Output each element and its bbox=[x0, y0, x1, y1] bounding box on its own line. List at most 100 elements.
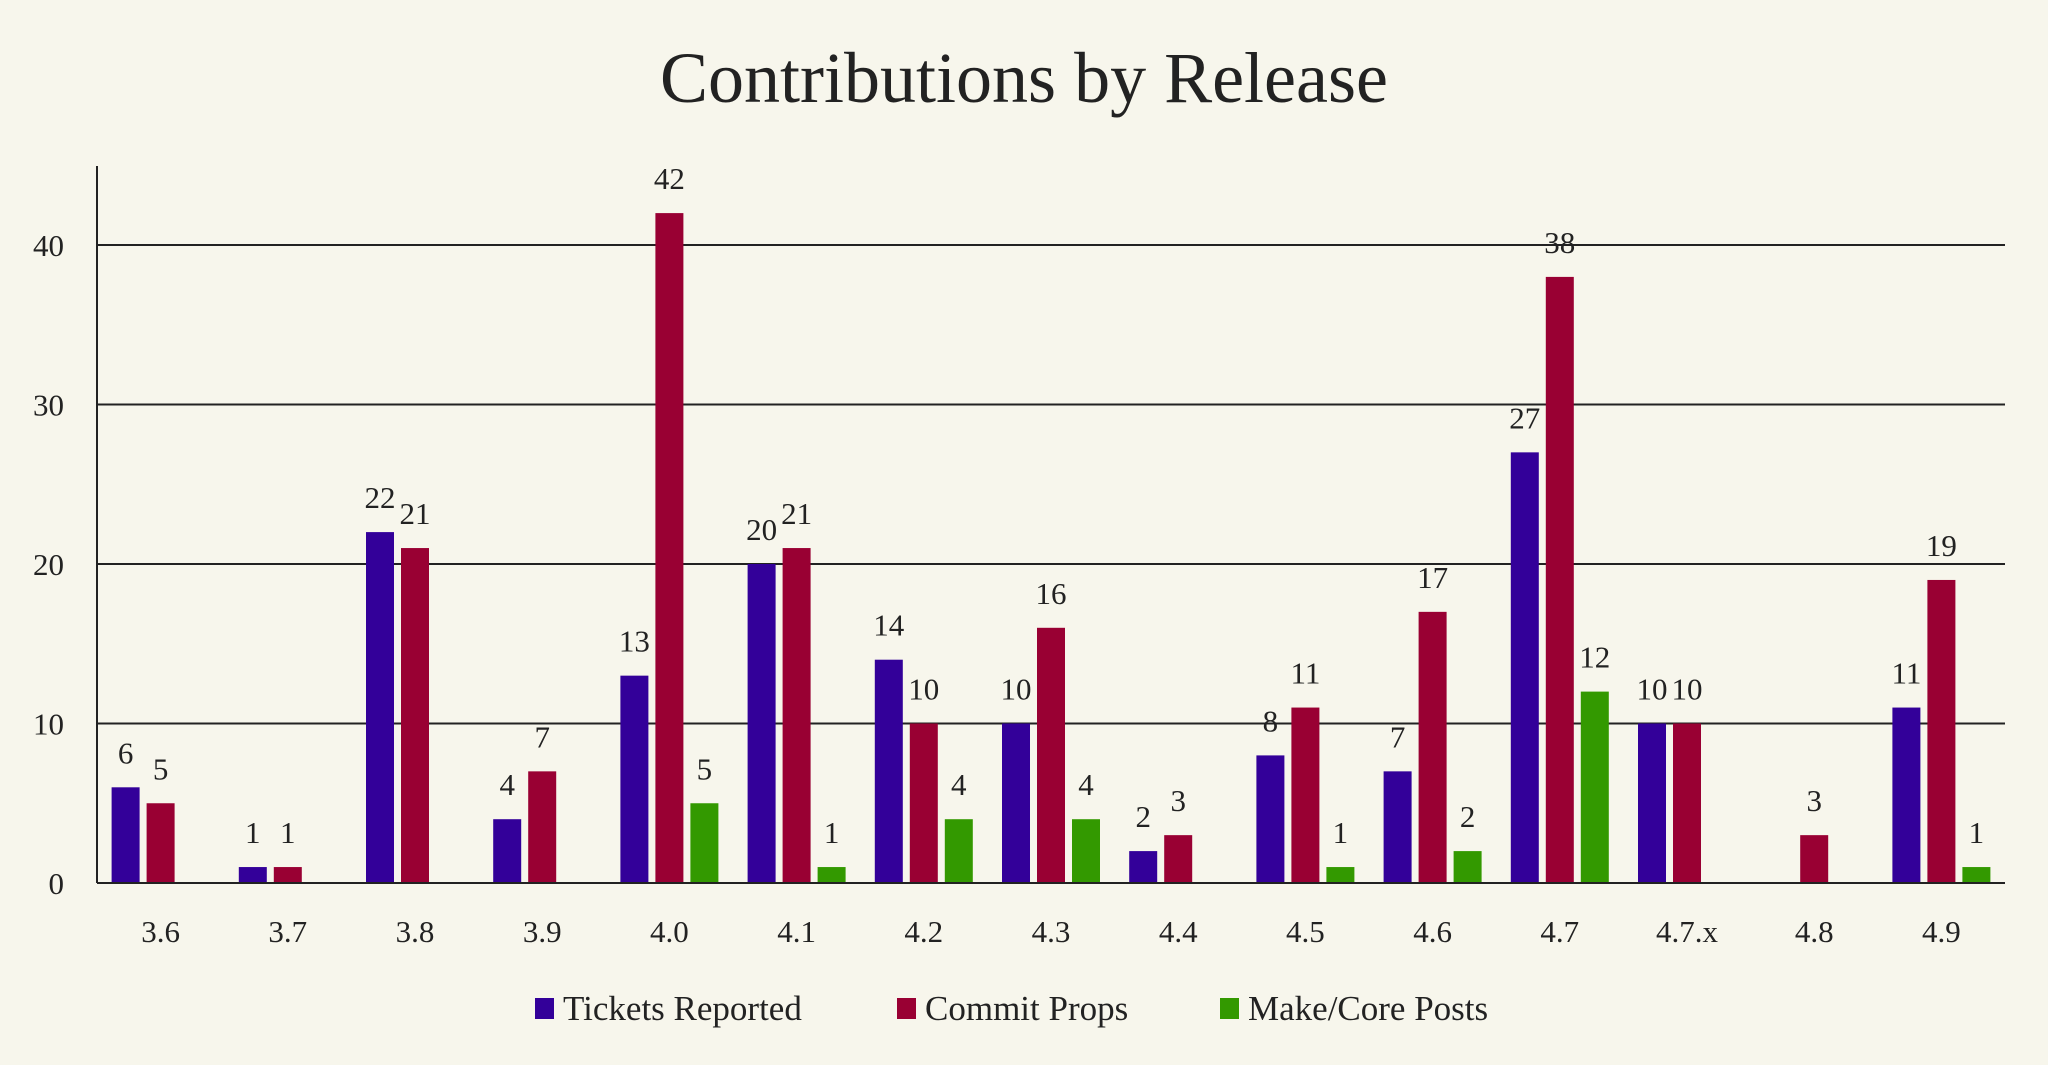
bar-make-core-posts-4.5 bbox=[1326, 867, 1355, 883]
data-label: 1 bbox=[245, 815, 261, 850]
bar-commit-props-4.4 bbox=[1164, 835, 1193, 883]
bar-commit-props-4.7 bbox=[1545, 276, 1574, 883]
data-label: 14 bbox=[873, 608, 905, 643]
y-axis-ticks: 0 10 20 30 40 bbox=[33, 228, 64, 901]
bar-commit-props-4.5 bbox=[1291, 707, 1320, 883]
bar-tickets-reported-4.1 bbox=[747, 564, 776, 883]
data-label: 1 bbox=[1333, 815, 1349, 850]
bar-commit-props-4.1 bbox=[782, 548, 811, 883]
bar-make-core-posts-4.3 bbox=[1072, 819, 1100, 883]
data-label: 19 bbox=[1926, 528, 1957, 563]
bar-tickets-reported-4.4 bbox=[1129, 851, 1158, 883]
x-tick-label: 4.5 bbox=[1286, 914, 1325, 949]
bar-commit-props-4.7.x bbox=[1673, 723, 1701, 883]
data-label: 10 bbox=[1672, 672, 1703, 707]
bar-tickets-reported-3.7 bbox=[238, 867, 267, 883]
data-label: 42 bbox=[654, 161, 685, 196]
data-label: 5 bbox=[697, 751, 713, 786]
data-label: 4 bbox=[499, 767, 515, 802]
data-label: 16 bbox=[1036, 576, 1067, 611]
x-axis-ticks: 3.6 3.7 3.8 3.9 4.0 4.1 4.2 4.3 4.4 4.5 4.6 4.7 4.7.… bbox=[141, 914, 1961, 949]
legend-swatch bbox=[1220, 998, 1239, 1019]
bar-commit-props-3.6 bbox=[146, 803, 175, 883]
data-label: 2 bbox=[1135, 799, 1151, 834]
bar-tickets-reported-4.3 bbox=[1002, 723, 1030, 883]
x-tick-label: 4.6 bbox=[1413, 914, 1452, 949]
bar-tickets-reported-4.0 bbox=[620, 675, 649, 883]
data-label: 8 bbox=[1263, 703, 1279, 738]
data-label: 4 bbox=[951, 767, 967, 802]
bar-make-core-posts-4.0 bbox=[690, 803, 719, 883]
bar-tickets-reported-4.9 bbox=[1892, 707, 1921, 883]
x-tick-label: 4.2 bbox=[904, 914, 943, 949]
data-label: 5 bbox=[153, 751, 169, 786]
bar-commit-props-3.9 bbox=[528, 771, 557, 883]
y-tick-label: 10 bbox=[33, 707, 64, 742]
x-tick-label: 3.8 bbox=[396, 914, 435, 949]
data-label: 1 bbox=[280, 815, 296, 850]
data-label: 11 bbox=[1891, 656, 1921, 691]
bar-commit-props-4.8 bbox=[1800, 835, 1829, 883]
data-label: 4 bbox=[1078, 767, 1094, 802]
data-label: 27 bbox=[1509, 400, 1540, 435]
data-label: 38 bbox=[1544, 225, 1575, 260]
legend-swatch bbox=[535, 998, 554, 1019]
data-label: 10 bbox=[908, 672, 939, 707]
data-label: 7 bbox=[1390, 719, 1406, 754]
x-tick-label: 3.9 bbox=[523, 914, 562, 949]
data-label: 1 bbox=[1969, 815, 1985, 850]
legend-label: Make/Core Posts bbox=[1248, 989, 1488, 1028]
x-tick-label: 4.8 bbox=[1795, 914, 1834, 949]
legend-swatch bbox=[897, 998, 916, 1019]
data-label: 20 bbox=[746, 512, 777, 547]
x-tick-label: 3.7 bbox=[268, 914, 307, 949]
bar-tickets-reported-3.9 bbox=[493, 819, 522, 883]
bar-make-core-posts-4.1 bbox=[817, 867, 846, 883]
legend: Tickets Reported Commit Props Make/Core Po… bbox=[535, 989, 1488, 1028]
bar-commit-props-4.0 bbox=[655, 213, 684, 884]
bar-make-core-posts-4.6 bbox=[1453, 851, 1482, 883]
data-label: 10 bbox=[1001, 672, 1032, 707]
x-tick-label: 4.3 bbox=[1032, 914, 1071, 949]
bar-commit-props-4.6 bbox=[1418, 611, 1447, 883]
data-label: 17 bbox=[1417, 560, 1448, 595]
data-label: 21 bbox=[781, 496, 812, 531]
bar-tickets-reported-4.7.x bbox=[1638, 723, 1666, 883]
data-label: 13 bbox=[619, 624, 650, 659]
x-tick-label: 4.9 bbox=[1922, 914, 1961, 949]
data-label: 1 bbox=[824, 815, 840, 850]
data-label: 3 bbox=[1170, 783, 1186, 818]
bar-tickets-reported-4.5 bbox=[1256, 755, 1285, 883]
bar-tickets-reported-4.7 bbox=[1510, 452, 1539, 883]
x-tick-label: 3.6 bbox=[141, 914, 180, 949]
legend-label: Commit Props bbox=[925, 989, 1128, 1028]
bar-commit-props-4.2 bbox=[909, 723, 938, 883]
bar-tickets-reported-3.8 bbox=[366, 532, 394, 883]
bar-tickets-reported-3.6 bbox=[111, 787, 140, 883]
y-tick-label: 20 bbox=[33, 547, 64, 582]
bar-commit-props-3.8 bbox=[401, 548, 429, 883]
data-label: 12 bbox=[1579, 640, 1610, 675]
bar-tickets-reported-4.6 bbox=[1383, 771, 1412, 883]
data-label: 3 bbox=[1806, 783, 1822, 818]
x-tick-label: 4.4 bbox=[1159, 914, 1198, 949]
data-label: 21 bbox=[400, 496, 431, 531]
legend-label: Tickets Reported bbox=[563, 989, 802, 1028]
bar-make-core-posts-4.9 bbox=[1962, 867, 1991, 883]
bar-tickets-reported-4.2 bbox=[874, 659, 903, 883]
data-label: 10 bbox=[1637, 672, 1668, 707]
bar-make-core-posts-4.7 bbox=[1580, 691, 1609, 883]
data-label: 2 bbox=[1460, 799, 1476, 834]
chart-title: Contributions by Release bbox=[660, 38, 1388, 118]
bar-commit-props-4.9 bbox=[1927, 579, 1956, 883]
y-tick-label: 30 bbox=[33, 388, 64, 423]
data-label: 22 bbox=[365, 480, 396, 515]
x-tick-label: 4.1 bbox=[777, 914, 816, 949]
x-tick-label: 4.0 bbox=[650, 914, 689, 949]
y-tick-label: 40 bbox=[33, 228, 64, 263]
bar-commit-props-3.7 bbox=[273, 867, 302, 883]
data-label: 11 bbox=[1290, 656, 1320, 691]
